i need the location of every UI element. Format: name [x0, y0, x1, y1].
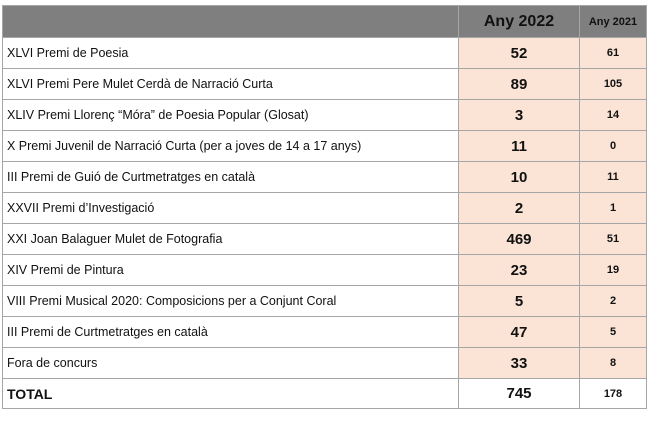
count-2022: 23	[458, 254, 580, 286]
count-2021: 8	[579, 347, 647, 379]
table-row: X Premi Juvenil de Narració Curta (per a…	[2, 130, 647, 162]
count-2021: 2	[579, 285, 647, 317]
count-2022: 11	[458, 130, 580, 162]
prize-name: III Premi de Curtmetratges en català	[2, 316, 459, 348]
table-row: XXVII Premi d’Investigació 2 1	[2, 192, 647, 224]
header-label-cell	[2, 5, 459, 38]
total-2021: 178	[579, 378, 647, 409]
count-2021: 51	[579, 223, 647, 255]
count-2021: 11	[579, 161, 647, 193]
header-year-2021: Any 2021	[579, 5, 647, 38]
count-2022: 52	[458, 37, 580, 69]
count-2021: 105	[579, 68, 647, 100]
count-2022: 47	[458, 316, 580, 348]
total-2022: 745	[458, 378, 580, 409]
table-row: III Premi de Guió de Curtmetratges en ca…	[2, 161, 647, 193]
table-row: XXI Joan Balaguer Mulet de Fotografia 46…	[2, 223, 647, 255]
header-row: Any 2022 Any 2021	[2, 5, 647, 38]
prize-name: XXI Joan Balaguer Mulet de Fotografia	[2, 223, 459, 255]
prize-name: XXVII Premi d’Investigació	[2, 192, 459, 224]
prize-name: XLVI Premi de Poesia	[2, 37, 459, 69]
count-2022: 469	[458, 223, 580, 255]
header-year-2022: Any 2022	[458, 5, 580, 38]
prize-name: XIV Premi de Pintura	[2, 254, 459, 286]
count-2022: 3	[458, 99, 580, 131]
table-row: XLIV Premi Llorenç “Móra” de Poesia Popu…	[2, 99, 647, 131]
count-2021: 1	[579, 192, 647, 224]
total-label: TOTAL	[2, 378, 459, 409]
prize-name: Fora de concurs	[2, 347, 459, 379]
prize-name: XLIV Premi Llorenç “Móra” de Poesia Popu…	[2, 99, 459, 131]
prize-name: X Premi Juvenil de Narració Curta (per a…	[2, 130, 459, 162]
prize-name: III Premi de Guió de Curtmetratges en ca…	[2, 161, 459, 193]
count-2021: 61	[579, 37, 647, 69]
table-row: XIV Premi de Pintura 23 19	[2, 254, 647, 286]
table-row: III Premi de Curtmetratges en català 47 …	[2, 316, 647, 348]
count-2022: 89	[458, 68, 580, 100]
count-2022: 2	[458, 192, 580, 224]
table-row: Fora de concurs 33 8	[2, 347, 647, 379]
count-2022: 10	[458, 161, 580, 193]
prize-name: VIII Premi Musical 2020: Composicions pe…	[2, 285, 459, 317]
entries-table: Any 2022 Any 2021 XLVI Premi de Poesia 5…	[2, 5, 647, 409]
count-2021: 5	[579, 316, 647, 348]
count-2021: 0	[579, 130, 647, 162]
prize-name: XLVI Premi Pere Mulet Cerdà de Narració …	[2, 68, 459, 100]
table-row: XLVI Premi Pere Mulet Cerdà de Narració …	[2, 68, 647, 100]
total-row: TOTAL 745 178	[2, 378, 647, 409]
table-row: VIII Premi Musical 2020: Composicions pe…	[2, 285, 647, 317]
count-2022: 33	[458, 347, 580, 379]
table-row: XLVI Premi de Poesia 52 61	[2, 37, 647, 69]
count-2021: 19	[579, 254, 647, 286]
count-2021: 14	[579, 99, 647, 131]
count-2022: 5	[458, 285, 580, 317]
